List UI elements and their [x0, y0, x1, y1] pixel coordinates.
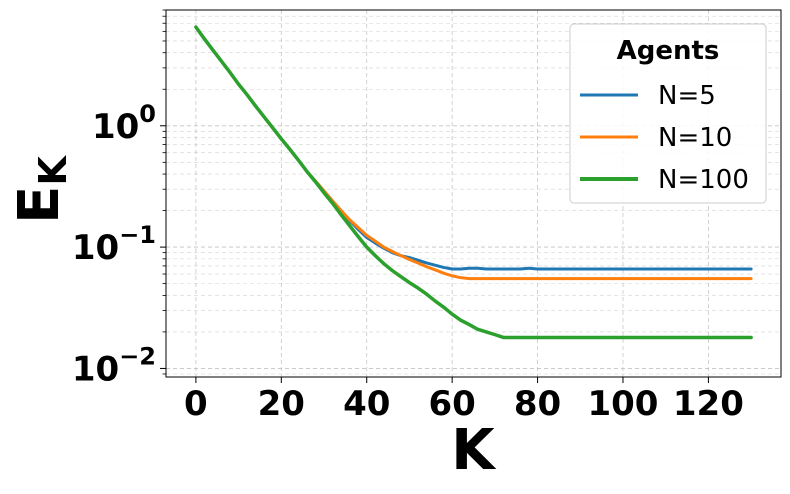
- x-tick-label: 80: [514, 384, 561, 424]
- x-tick-label: 20: [258, 384, 305, 424]
- y-axis-label-main: E: [7, 186, 72, 224]
- x-tick-label: 60: [428, 384, 475, 424]
- y-axis-label-sub: K: [31, 155, 75, 186]
- y-tick-label-base: 10: [72, 349, 119, 389]
- legend-label: N=100: [658, 165, 749, 195]
- y-tick-label-exponent: −1: [119, 221, 156, 249]
- y-axis-label: EK: [7, 155, 75, 224]
- legend-title: Agents: [617, 36, 720, 66]
- x-tick-label: 120: [673, 384, 744, 424]
- x-tick-label: 100: [587, 384, 658, 424]
- plot-frame: [165, 9, 782, 378]
- y-tick-label-base: 10: [92, 107, 139, 147]
- legend-label: N=5: [658, 81, 716, 111]
- x-tick-label: 0: [184, 384, 208, 424]
- legend-label: N=10: [658, 123, 732, 153]
- series-layer: [194, 25, 753, 340]
- x-tick-label: 40: [343, 384, 390, 424]
- legend-box: [569, 23, 767, 204]
- y-tick-label: 10−2: [72, 342, 156, 389]
- y-tick-label: 10−1: [72, 221, 156, 268]
- y-tick-label-exponent: 0: [139, 100, 156, 128]
- legend: Agents N=5 N=10 N=100: [569, 23, 767, 204]
- y-tick-label-exponent: −2: [119, 342, 156, 370]
- y-tick-label: 100: [92, 100, 156, 147]
- x-axis-label: K: [451, 418, 497, 483]
- y-tick-label-base: 10: [72, 228, 119, 268]
- series-line-n-100: [194, 25, 753, 340]
- svg-text:EK: EK: [7, 155, 75, 224]
